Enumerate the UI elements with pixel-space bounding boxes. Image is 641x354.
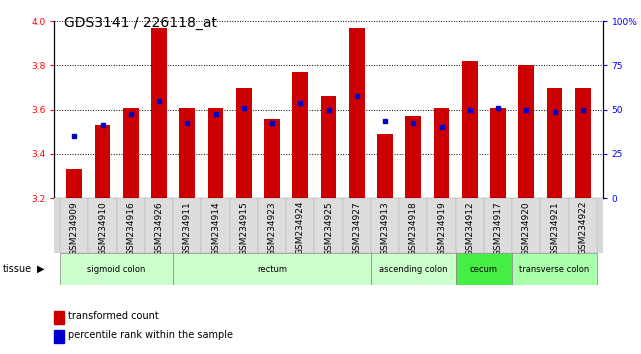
- Bar: [117, 198, 145, 253]
- Bar: [314, 198, 343, 253]
- Bar: [60, 253, 173, 285]
- Bar: [371, 198, 399, 253]
- Text: GSM234912: GSM234912: [465, 201, 474, 256]
- Bar: [456, 198, 484, 253]
- Text: GSM234909: GSM234909: [70, 201, 79, 256]
- Text: sigmoid colon: sigmoid colon: [87, 264, 146, 274]
- Text: GSM234919: GSM234919: [437, 201, 446, 256]
- Bar: [540, 198, 569, 253]
- Bar: [173, 253, 371, 285]
- Bar: [434, 108, 449, 198]
- Text: GDS3141 / 226118_at: GDS3141 / 226118_at: [64, 16, 217, 30]
- Bar: [575, 88, 590, 198]
- Text: GSM234926: GSM234926: [154, 201, 163, 256]
- Text: GSM234916: GSM234916: [126, 201, 135, 256]
- Bar: [286, 198, 314, 253]
- Bar: [512, 253, 597, 285]
- Text: GSM234917: GSM234917: [494, 201, 503, 256]
- Bar: [406, 116, 421, 198]
- Text: GSM234925: GSM234925: [324, 201, 333, 256]
- Text: GSM234913: GSM234913: [381, 201, 390, 256]
- Text: percentile rank within the sample: percentile rank within the sample: [68, 330, 233, 341]
- Text: ▶: ▶: [37, 264, 45, 274]
- Text: GSM234915: GSM234915: [239, 201, 248, 256]
- Bar: [484, 198, 512, 253]
- Text: GSM234923: GSM234923: [267, 201, 276, 256]
- Bar: [569, 198, 597, 253]
- Text: rectum: rectum: [257, 264, 287, 274]
- Bar: [378, 134, 393, 198]
- Bar: [123, 108, 138, 198]
- Bar: [519, 65, 534, 198]
- Bar: [88, 198, 117, 253]
- Text: GSM234911: GSM234911: [183, 201, 192, 256]
- Bar: [151, 28, 167, 198]
- Bar: [54, 311, 64, 324]
- Text: transformed count: transformed count: [68, 311, 159, 321]
- Bar: [54, 330, 64, 343]
- Text: GSM234920: GSM234920: [522, 201, 531, 256]
- Bar: [258, 198, 286, 253]
- Text: transverse colon: transverse colon: [519, 264, 590, 274]
- Bar: [95, 125, 110, 198]
- Bar: [67, 170, 82, 198]
- Bar: [292, 72, 308, 198]
- Bar: [236, 88, 251, 198]
- Text: ascending colon: ascending colon: [379, 264, 447, 274]
- Text: cecum: cecum: [470, 264, 498, 274]
- Bar: [371, 253, 456, 285]
- Bar: [173, 198, 201, 253]
- Bar: [60, 198, 88, 253]
- Bar: [547, 88, 562, 198]
- Bar: [229, 198, 258, 253]
- Text: GSM234921: GSM234921: [550, 201, 559, 256]
- Bar: [512, 198, 540, 253]
- Bar: [349, 28, 365, 198]
- Text: tissue: tissue: [3, 264, 32, 274]
- Bar: [462, 61, 478, 198]
- Bar: [145, 198, 173, 253]
- Text: GSM234922: GSM234922: [578, 201, 587, 256]
- Bar: [264, 119, 279, 198]
- Bar: [201, 198, 229, 253]
- Bar: [490, 108, 506, 198]
- Text: GSM234924: GSM234924: [296, 201, 304, 256]
- Bar: [179, 108, 195, 198]
- Text: GSM234927: GSM234927: [353, 201, 362, 256]
- Text: GSM234910: GSM234910: [98, 201, 107, 256]
- Text: GSM234914: GSM234914: [211, 201, 220, 256]
- Bar: [343, 198, 371, 253]
- Text: GSM234918: GSM234918: [409, 201, 418, 256]
- Bar: [428, 198, 456, 253]
- Bar: [320, 97, 337, 198]
- Bar: [208, 108, 223, 198]
- Bar: [399, 198, 428, 253]
- Bar: [456, 253, 512, 285]
